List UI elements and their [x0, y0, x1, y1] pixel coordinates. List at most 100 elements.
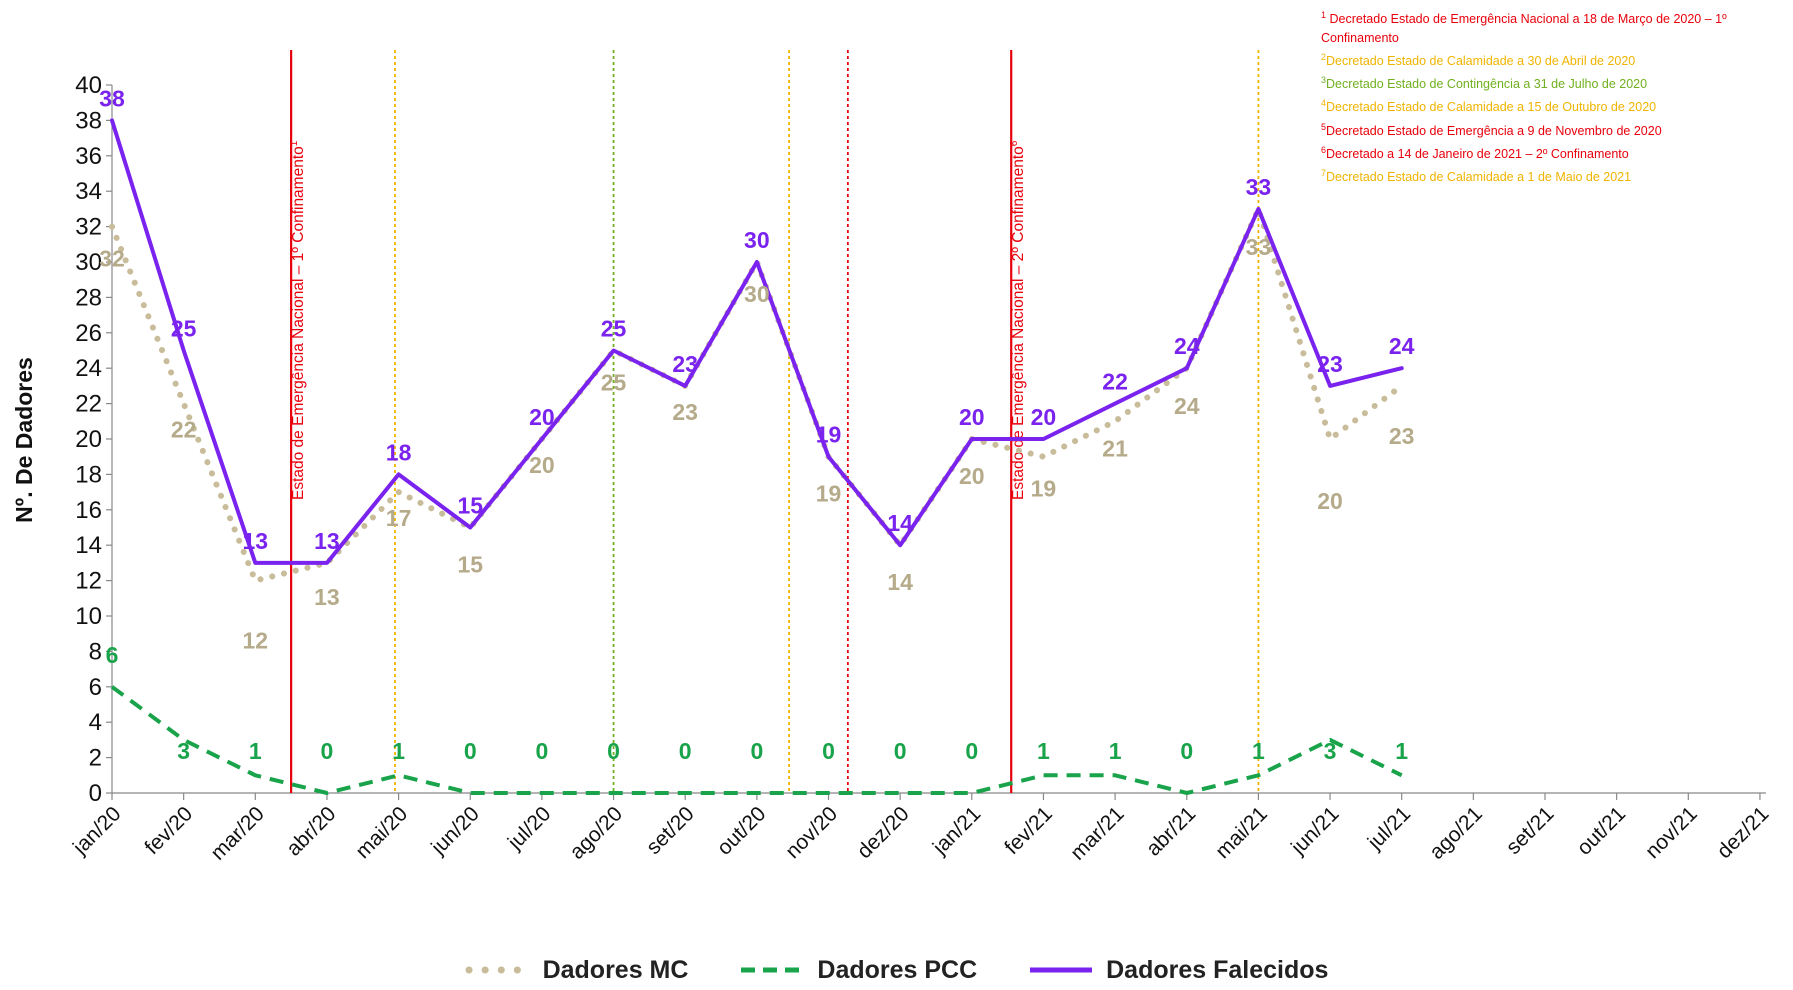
- data-label: 0: [679, 738, 692, 764]
- data-label: 21: [1102, 435, 1128, 461]
- data-label: 0: [965, 738, 978, 764]
- x-tick-label: jul/20: [503, 802, 555, 854]
- data-label: 23: [1317, 351, 1343, 377]
- data-label: 24: [1174, 393, 1200, 419]
- note-2: 2Decretado Estado de Calamidade a 30 de …: [1321, 52, 1636, 69]
- y-axis-label: Nº. De Dadores: [11, 357, 37, 523]
- x-tick-label: jun/21: [1286, 802, 1343, 859]
- data-label: 1: [1395, 738, 1408, 764]
- legend-swatch-falecidos: [1030, 967, 1093, 973]
- legend-swatch-mc: [465, 966, 531, 974]
- data-label: 22: [1102, 369, 1128, 395]
- data-label: 0: [464, 738, 477, 764]
- data-label: 0: [536, 738, 549, 764]
- x-tick-label: nov/21: [1641, 802, 1702, 863]
- note-3: 3Decretado Estado de Contingência a 31 d…: [1321, 75, 1648, 92]
- series-line-dadores-pcc: [110, 685, 1403, 795]
- event-line-label: Estado de Emergência Nacional – 1º Confi…: [289, 140, 307, 500]
- data-label: 3: [177, 738, 190, 764]
- note-5: 5Decretado Estado de Emergência a 9 de N…: [1321, 121, 1662, 138]
- data-label: 13: [243, 528, 269, 554]
- y-tick-label: 32: [75, 214, 102, 241]
- data-label: 0: [750, 738, 763, 764]
- data-label: 30: [744, 227, 770, 253]
- data-label: 1: [392, 738, 405, 764]
- data-label: 25: [171, 316, 197, 342]
- x-tick-label: nov/20: [781, 802, 842, 863]
- data-label: 22: [171, 417, 197, 443]
- data-label: 32: [99, 246, 125, 272]
- legend: Dadores MC Dadores PCC Dadores Falecidos: [0, 955, 1793, 985]
- data-label: 23: [672, 399, 698, 425]
- data-label: 30: [744, 281, 770, 307]
- data-label: 1: [1037, 738, 1050, 764]
- note-6: 6Decretado a 14 de Janeiro de 2021 – 2º …: [1321, 144, 1629, 161]
- y-tick-label: 26: [75, 320, 102, 347]
- data-label: 14: [887, 569, 913, 595]
- notes-box: 1 Decretado Estado de Emergência Naciona…: [1321, 6, 1791, 187]
- event-line-label: Estado de Emergência Nacional – 2º Confi…: [1009, 140, 1027, 500]
- data-label: 24: [1389, 333, 1415, 359]
- y-tick-label: 6: [89, 674, 102, 701]
- x-tick-label: jul/21: [1363, 802, 1415, 854]
- y-tick-label: 12: [75, 568, 102, 595]
- data-label: 1: [1252, 738, 1265, 764]
- y-tick-label: 10: [75, 603, 102, 630]
- y-tick-label: 22: [75, 391, 102, 418]
- data-label: 19: [816, 422, 842, 448]
- y-tick-label: 28: [75, 284, 102, 311]
- y-tick-label: 2: [89, 745, 102, 772]
- data-label: 20: [959, 463, 985, 489]
- legend-item-mc: Dadores MC: [465, 956, 688, 985]
- x-tick-label: fev/21: [1000, 802, 1057, 859]
- data-label: 14: [887, 510, 913, 536]
- data-label: 20: [1317, 488, 1343, 514]
- data-label: 17: [386, 505, 412, 531]
- data-label: 0: [1180, 738, 1193, 764]
- y-tick-label: 16: [75, 497, 102, 524]
- y-tick-label: 30: [75, 249, 102, 276]
- y-tick-label: 14: [75, 532, 102, 559]
- y-tick-label: 0: [89, 780, 102, 807]
- data-label: 15: [457, 552, 483, 578]
- note-1: 1 Decretado Estado de Emergência Naciona…: [1321, 10, 1727, 46]
- data-label: 38: [99, 85, 125, 111]
- x-tick-label: jan/21: [928, 802, 985, 859]
- x-tick-label: fev/20: [140, 802, 197, 859]
- data-label: 25: [601, 370, 627, 396]
- data-label: 0: [822, 738, 835, 764]
- y-tick-label: 38: [75, 107, 102, 134]
- x-tick-label: out/20: [713, 802, 771, 860]
- x-tick-label: set/21: [1502, 802, 1559, 859]
- data-label: 13: [314, 528, 340, 554]
- data-label: 20: [959, 404, 985, 430]
- data-label: 20: [529, 404, 555, 430]
- data-label: 19: [816, 481, 842, 507]
- x-tick-label: abr/21: [1142, 802, 1200, 860]
- data-label: 0: [321, 738, 334, 764]
- data-label: 19: [1031, 476, 1057, 502]
- legend-label-pcc: Dadores PCC: [817, 955, 978, 984]
- x-tick-label: mai/21: [1211, 802, 1272, 863]
- data-label: 25: [601, 316, 627, 342]
- data-label: 20: [529, 452, 555, 478]
- data-label: 20: [1031, 404, 1057, 430]
- data-label: 33: [1246, 174, 1272, 200]
- data-label: 3: [1324, 738, 1337, 764]
- x-tick-label: set/20: [642, 802, 699, 859]
- data-label: 0: [607, 738, 620, 764]
- x-tick-label: dez/20: [853, 802, 914, 863]
- x-tick-label: out/21: [1573, 802, 1631, 860]
- y-tick-label: 40: [75, 72, 102, 99]
- x-tick-label: ago/21: [1425, 802, 1487, 864]
- x-tick-label: mai/20: [351, 802, 412, 863]
- x-tick-label: ago/20: [565, 802, 627, 864]
- note-7: 7Decretado Estado de Calamidade a 1 de M…: [1321, 167, 1632, 185]
- x-tick-label: jun/20: [426, 802, 483, 859]
- data-label: 33: [1246, 234, 1272, 260]
- x-tick-label: mar/20: [206, 802, 268, 864]
- x-tick-label: dez/21: [1713, 802, 1774, 863]
- data-label: 18: [386, 439, 412, 465]
- data-label: 24: [1174, 333, 1200, 359]
